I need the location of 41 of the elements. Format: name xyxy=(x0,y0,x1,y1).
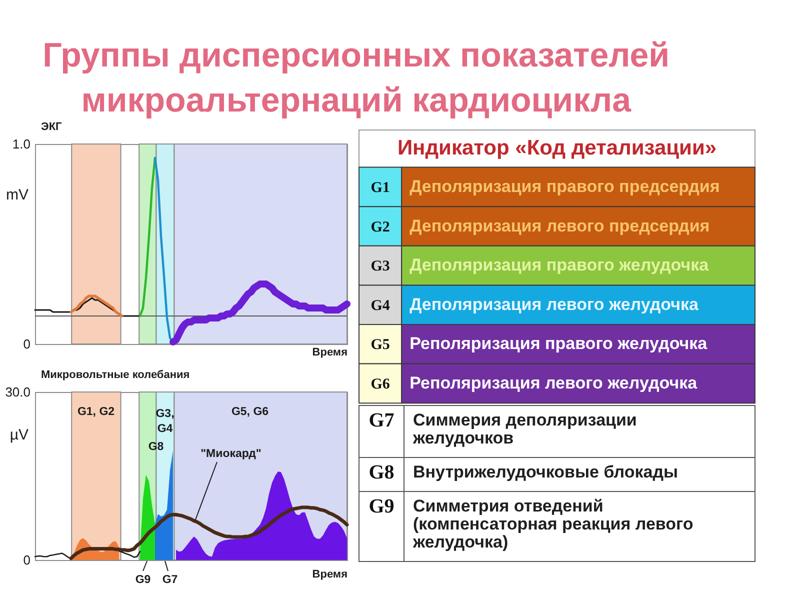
text: Деполяризация правого желудочка xyxy=(410,256,710,275)
line-series xyxy=(69,506,349,560)
text: Деполяризация левого желудочка xyxy=(410,294,700,314)
y-tick-label: 30.0 xyxy=(5,384,30,400)
text: Симметрия отведений (компенсаторная реакция левого желудочка) xyxy=(412,496,694,552)
category-label: G7 xyxy=(368,410,394,432)
annotation: G1, G2 xyxy=(77,406,115,418)
text: Деполяризация правого предсердия xyxy=(410,176,720,196)
text: G7 xyxy=(162,574,178,586)
category-label: G2 xyxy=(370,219,390,236)
line-series xyxy=(138,156,156,318)
category-label: G5 xyxy=(370,337,390,354)
chart-title: Группы дисперсионных показателей микроальтернаций кардиоцикла xyxy=(42,36,670,120)
annotation: G5, G6 xyxy=(231,406,269,418)
category-label: G6 xyxy=(370,376,390,392)
category-label: G1 xyxy=(370,180,390,196)
text: Индикатор «Код детализации» xyxy=(397,136,717,160)
annotation: "Миокард" xyxy=(200,448,262,460)
y-tick-label: 0 xyxy=(23,336,30,352)
y-tick-label: 0 xyxy=(23,552,30,568)
text: Внутрижелудочковые блокады xyxy=(413,462,678,482)
chart-subtitle: ЭКГ xyxy=(41,121,63,133)
text: G9 xyxy=(135,574,151,586)
y-tick-label: 1.0 xyxy=(12,136,30,152)
category-label: G9 xyxy=(368,496,394,518)
annotation: G3, G4 xyxy=(156,408,174,435)
x-axis-title: Время xyxy=(312,346,348,358)
text: Реполяризация левого желудочка xyxy=(410,373,698,392)
line-series xyxy=(34,297,141,317)
x-axis-title: Время xyxy=(312,568,348,580)
annotation: G8 xyxy=(148,441,164,453)
category-label: G3 xyxy=(370,258,390,275)
chart-title: Микровольтные колебания xyxy=(41,369,190,381)
text: Реполяризация правого желудочка xyxy=(410,334,708,354)
category-label: G8 xyxy=(368,462,394,484)
y-axis-title: µV xyxy=(10,426,28,444)
text: Симмерия деполяризации желудочков xyxy=(412,410,637,448)
text: Деполяризация левого предсердия xyxy=(410,216,710,236)
y-axis-title: mV xyxy=(6,186,28,204)
line-series xyxy=(70,294,124,318)
category-label: G4 xyxy=(370,298,390,314)
